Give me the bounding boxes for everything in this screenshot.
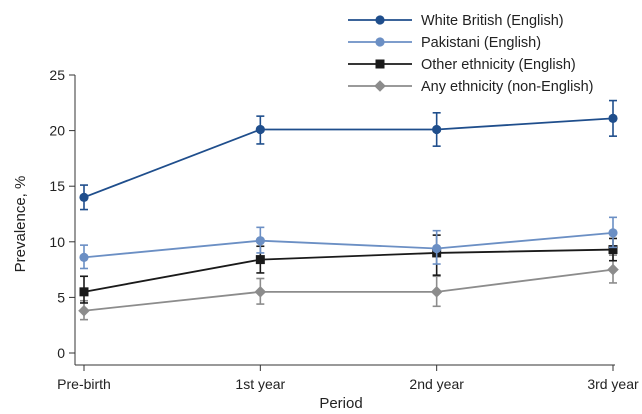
series-any-ethnicity-non-english	[78, 254, 619, 321]
y-axis-title: Prevalence, %	[12, 176, 29, 273]
series-layer	[78, 99, 619, 321]
legend-label: Any ethnicity (non-English)	[421, 79, 593, 95]
x-axis-title: Period	[319, 395, 362, 412]
data-point	[607, 263, 619, 276]
data-point	[79, 252, 89, 262]
data-point	[430, 286, 443, 298]
axes	[74, 75, 615, 366]
legend-marker	[374, 80, 386, 92]
series-white-british-english	[79, 99, 618, 211]
y-tick-label: 0	[57, 345, 65, 361]
legend-marker	[375, 15, 385, 25]
data-point	[608, 113, 618, 123]
legend-item: Any ethnicity (non-English)	[348, 79, 593, 95]
legend-marker	[375, 37, 385, 47]
legend-item: Other ethnicity (English)	[348, 57, 576, 73]
data-point	[432, 124, 442, 135]
legend-marker	[375, 59, 385, 69]
legend-label: Pakistani (English)	[421, 35, 541, 51]
data-point	[255, 236, 265, 246]
legend-item: White British (English)	[348, 13, 564, 29]
y-tick-label: 20	[49, 123, 65, 139]
series-line	[83, 248, 614, 293]
data-point	[78, 304, 90, 317]
data-point	[255, 124, 265, 135]
data-point	[608, 228, 618, 238]
data-point	[255, 255, 265, 265]
x-tick-label: Pre-birth	[57, 376, 111, 392]
data-point	[432, 243, 442, 254]
x-ticks: Pre-birth 1st year 2nd year 3rd year	[57, 365, 639, 392]
y-tick-label: 15	[49, 178, 65, 194]
x-tick-label: 1st year	[235, 376, 285, 392]
data-point	[254, 286, 267, 298]
y-tick-label: 5	[57, 289, 65, 305]
x-tick-label: 2nd year	[409, 376, 464, 392]
x-tick-label: 3rd year	[587, 376, 639, 392]
y-ticks: 0 5 10 15 20 25	[49, 67, 75, 361]
legend-label: White British (English)	[421, 13, 564, 29]
series-line	[83, 268, 614, 312]
data-point	[608, 245, 618, 255]
legend-label: Other ethnicity (English)	[421, 57, 576, 73]
series-line	[83, 117, 614, 199]
y-tick-label: 25	[49, 67, 65, 83]
legend-item: Pakistani (English)	[348, 35, 541, 51]
series-line	[83, 232, 614, 259]
data-point	[79, 192, 89, 202]
data-point	[79, 287, 89, 297]
legend: White British (English) Pakistani (Englis…	[348, 13, 593, 95]
series-pakistani-english	[79, 216, 618, 270]
y-tick-label: 10	[49, 234, 65, 250]
